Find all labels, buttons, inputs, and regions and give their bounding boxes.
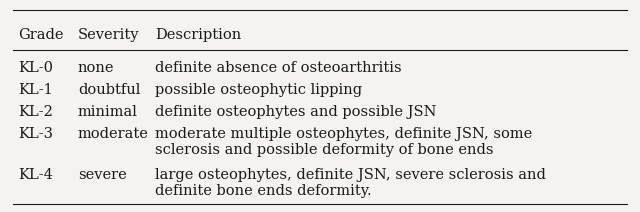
Text: possible osteophytic lipping: possible osteophytic lipping [155, 83, 362, 97]
Text: moderate: moderate [78, 127, 149, 141]
Text: Severity: Severity [78, 28, 140, 42]
Text: KL-0: KL-0 [18, 61, 53, 75]
Text: minimal: minimal [78, 105, 138, 119]
Text: KL-1: KL-1 [18, 83, 52, 97]
Text: large osteophytes, definite JSN, severe sclerosis and
definite bone ends deformi: large osteophytes, definite JSN, severe … [155, 168, 546, 198]
Text: none: none [78, 61, 115, 75]
Text: definite osteophytes and possible JSN: definite osteophytes and possible JSN [155, 105, 436, 119]
Text: moderate multiple osteophytes, definite JSN, some
sclerosis and possible deformi: moderate multiple osteophytes, definite … [155, 127, 532, 157]
Text: KL-2: KL-2 [18, 105, 53, 119]
Text: definite absence of osteoarthritis: definite absence of osteoarthritis [155, 61, 402, 75]
Text: doubtful: doubtful [78, 83, 140, 97]
Text: KL-3: KL-3 [18, 127, 53, 141]
Text: severe: severe [78, 168, 127, 182]
Text: Description: Description [155, 28, 241, 42]
Text: KL-4: KL-4 [18, 168, 53, 182]
Text: Grade: Grade [18, 28, 63, 42]
